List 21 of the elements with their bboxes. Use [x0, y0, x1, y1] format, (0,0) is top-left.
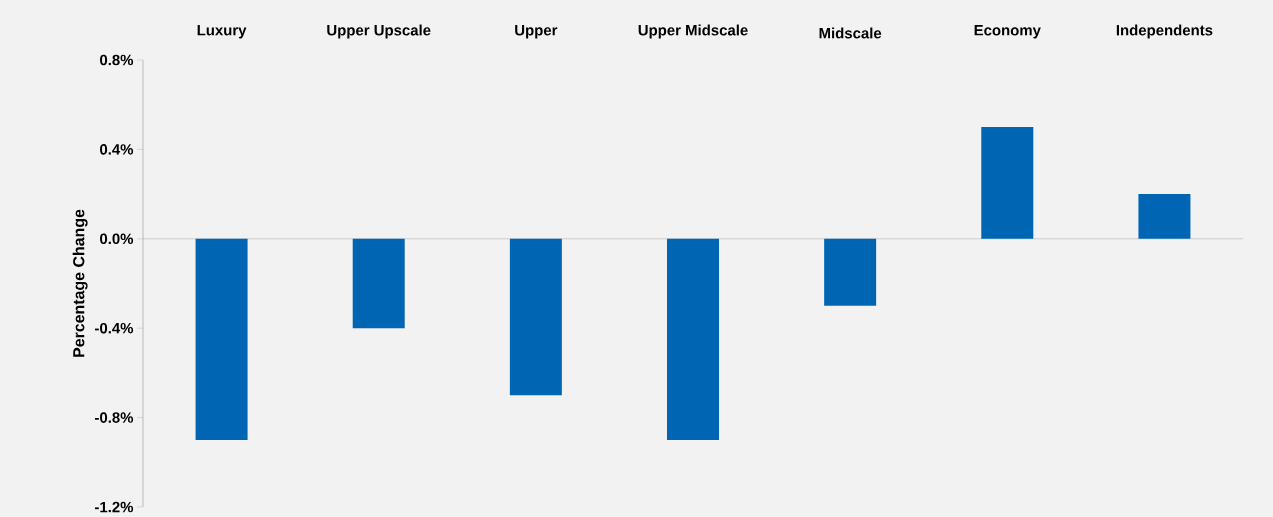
- x-tick-label: Economy: [974, 25, 1041, 39]
- x-tick-label: Luxury: [197, 25, 247, 39]
- bar: [667, 238, 719, 440]
- x-tick-label: Upper Upscale: [327, 24, 431, 39]
- bar: [1138, 194, 1191, 239]
- x-tick-label: Upper: [515, 25, 558, 39]
- x-tick-label: Midscale: [819, 27, 882, 39]
- bar: [509, 238, 562, 396]
- bar: [981, 127, 1034, 239]
- x-tick-label: Upper Midscale: [638, 24, 748, 39]
- y-tick-label: -1.2%: [95, 501, 134, 513]
- y-tick-label: 0.0%: [100, 233, 134, 245]
- y-tick-label: -0.8%: [95, 412, 134, 423]
- bar: [352, 238, 405, 329]
- y-tick-label: -0.4%: [95, 322, 134, 334]
- bar: [195, 238, 248, 440]
- y-tick-label: 0.8%: [100, 54, 134, 66]
- y-axis-title: Percentage Change: [72, 209, 88, 357]
- x-tick-label: Independents: [1116, 24, 1213, 39]
- y-tick-label: 0.4%: [100, 144, 134, 155]
- bar: [824, 238, 877, 306]
